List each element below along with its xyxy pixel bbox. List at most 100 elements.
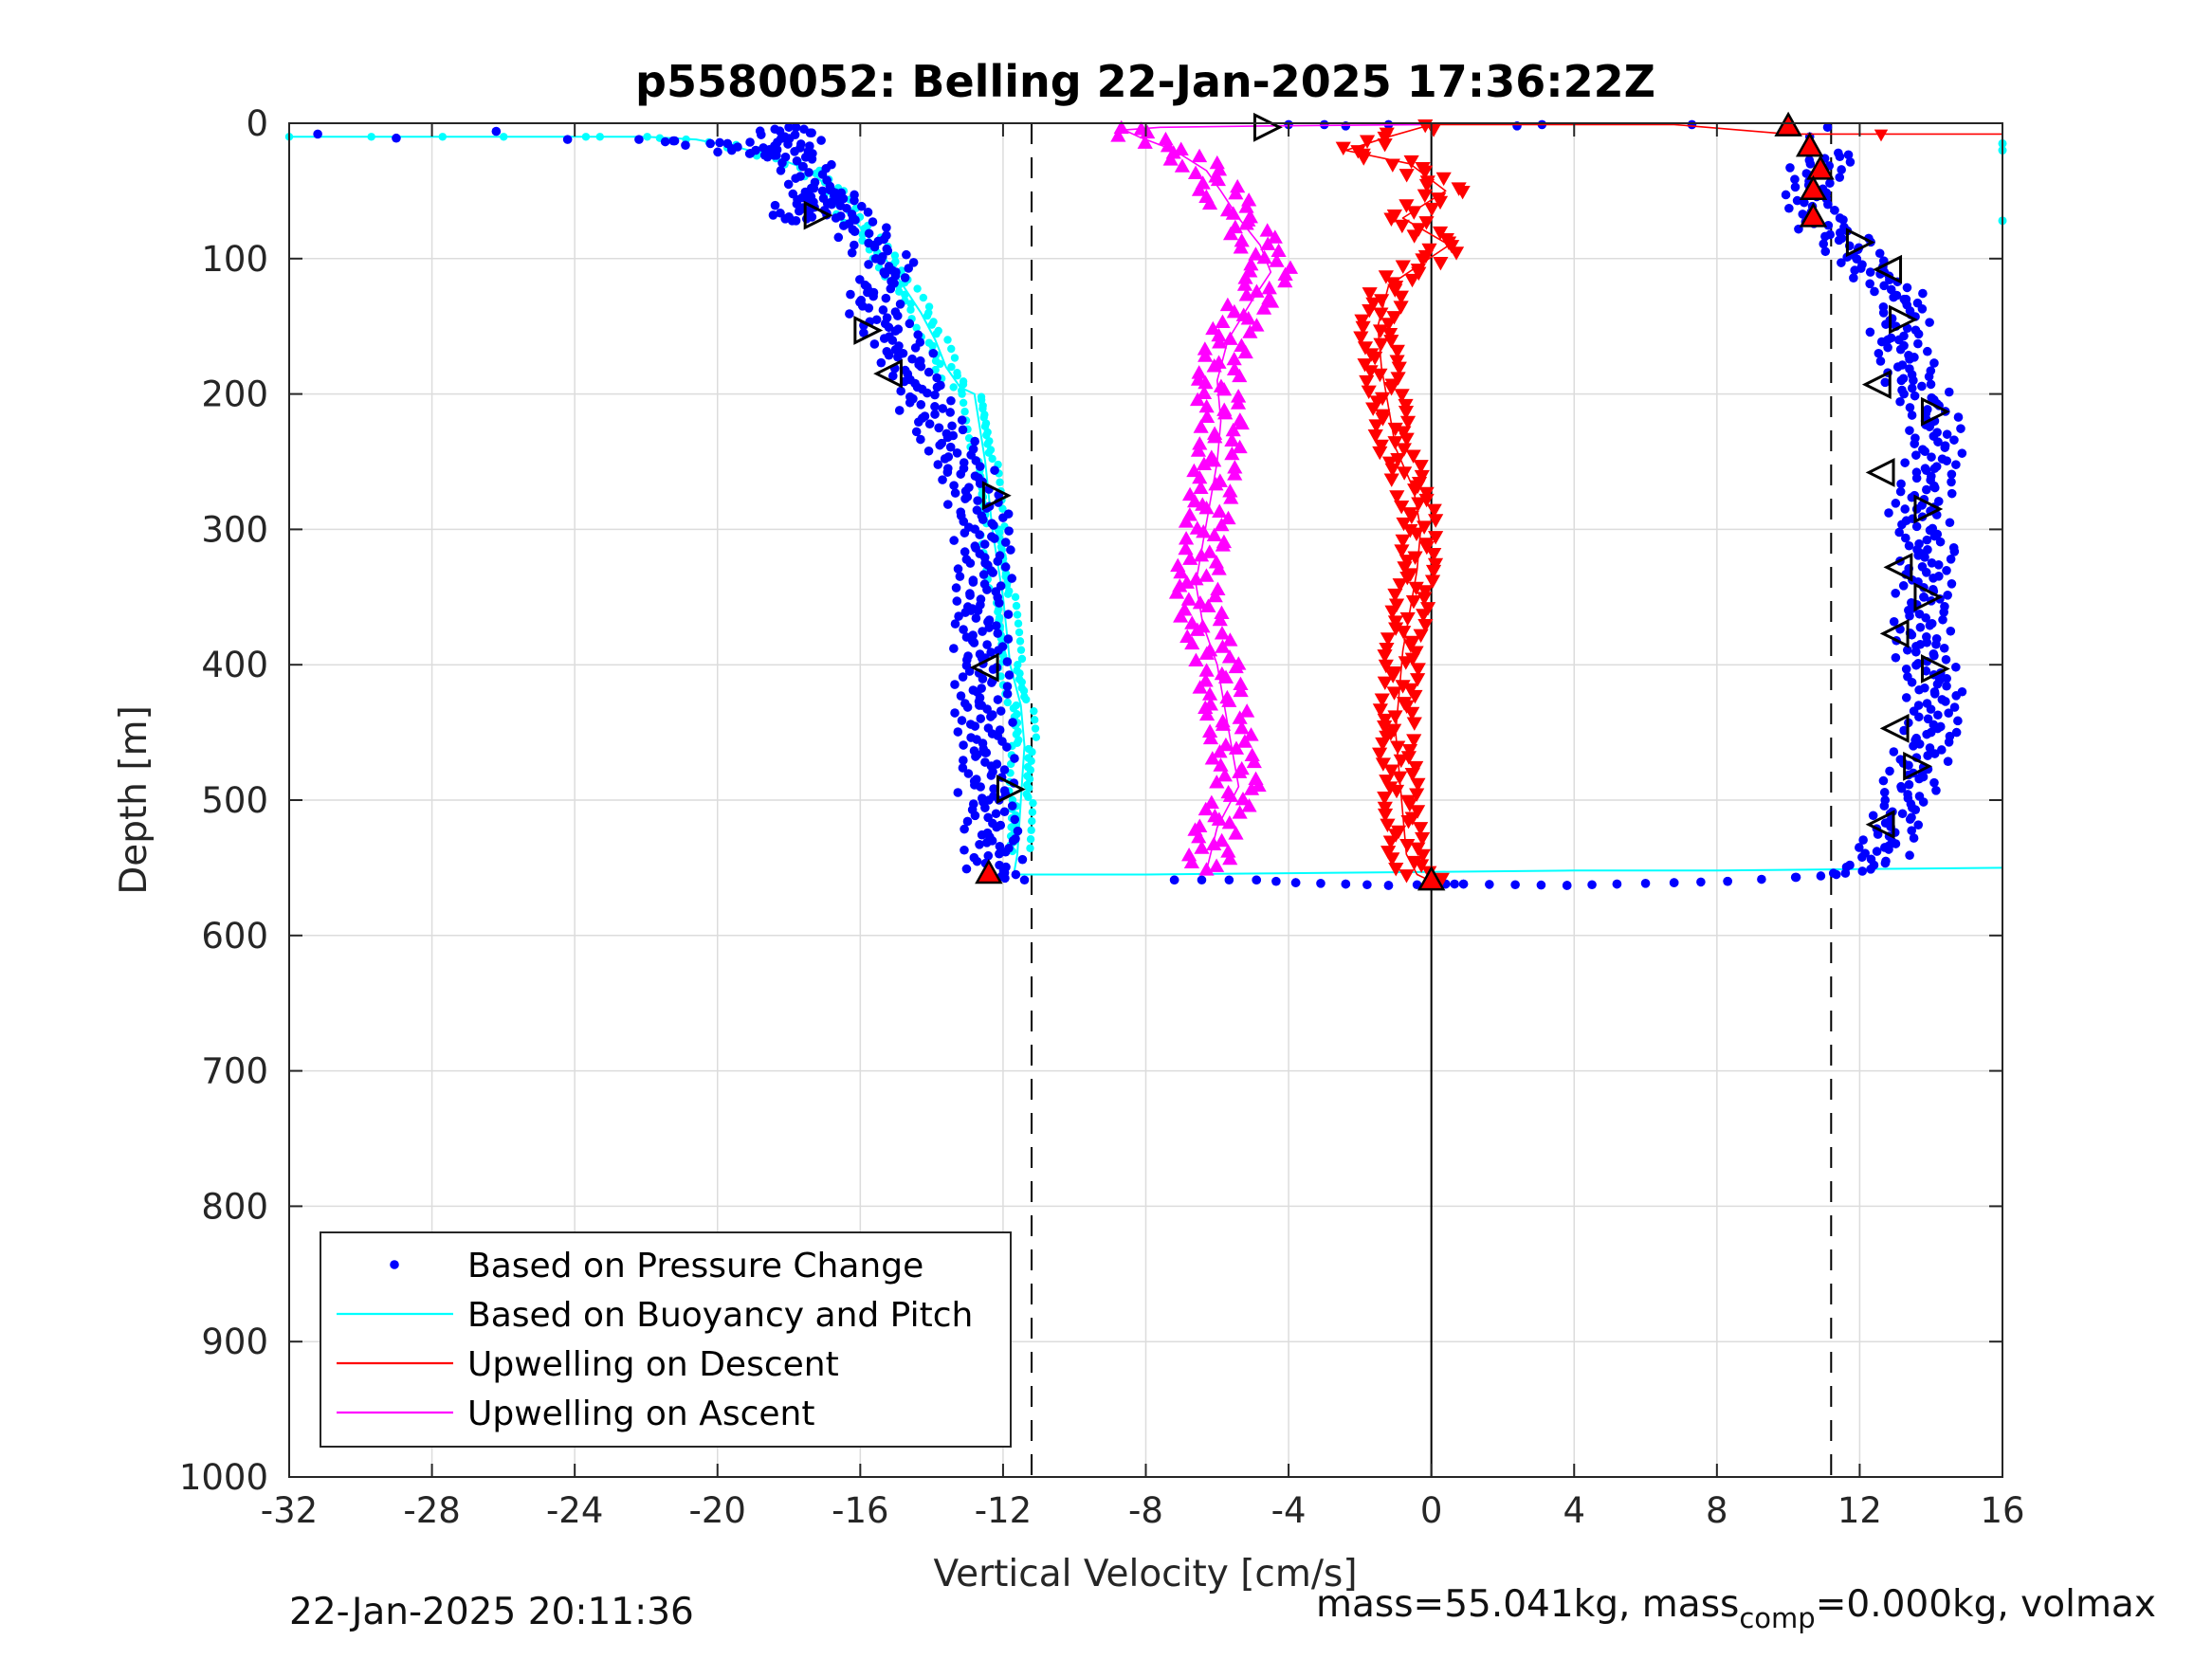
pressure-change-point xyxy=(1947,488,1957,499)
buoyancy-pitch-point xyxy=(947,362,956,372)
open-left-triangle-marker xyxy=(1865,810,1895,840)
upwelling-ascent-marker xyxy=(1193,419,1209,433)
upwelling-descent-marker xyxy=(1387,588,1403,603)
upwelling-descent-marker xyxy=(1393,290,1409,305)
upwelling-ascent-marker xyxy=(1220,510,1236,525)
upwelling-descent-marker xyxy=(1368,419,1384,433)
pressure-change-point xyxy=(1911,467,1922,478)
pressure-change-point xyxy=(1825,178,1835,189)
upwelling-descent-marker xyxy=(1335,141,1351,155)
pressure-change-point xyxy=(792,199,802,209)
upwelling-ascent-marker xyxy=(1242,209,1258,224)
pressure-change-point xyxy=(950,488,960,498)
pressure-change-point xyxy=(1948,542,1959,553)
pressure-change-point xyxy=(1933,560,1944,570)
open-right-triangle-marker xyxy=(1920,396,1950,427)
upwelling-descent-marker xyxy=(1359,374,1375,390)
pressure-change-point xyxy=(1819,239,1829,249)
pressure-change-point xyxy=(1898,581,1909,591)
buoyancy-pitch-point xyxy=(890,251,900,260)
pressure-change-point xyxy=(1224,875,1234,885)
pressure-change-point xyxy=(893,352,903,362)
upwelling-descent-marker xyxy=(1409,788,1425,802)
buoyancy-pitch-point xyxy=(1014,619,1023,628)
reference-lines xyxy=(1031,123,1833,1477)
upwelling-ascent-marker xyxy=(1227,460,1243,474)
upwelling-descent-marker xyxy=(1432,195,1449,210)
upwelling-ascent-marker xyxy=(1187,165,1204,179)
pressure-change-point xyxy=(976,600,985,610)
pressure-change-point xyxy=(850,195,859,206)
pressure-change-point xyxy=(914,417,923,427)
pressure-change-point xyxy=(942,467,953,477)
chart-title: p5580052: Belling 22-Jan-2025 17:36:22Z xyxy=(635,56,1655,107)
pressure-change-point xyxy=(951,583,961,592)
pressure-change-point xyxy=(791,173,800,183)
pressure-change-point xyxy=(777,157,787,168)
pressure-change-point xyxy=(1010,754,1019,763)
upwelling-descent-marker xyxy=(1375,757,1391,772)
footer-timestamp: 22-Jan-2025 20:11:36 xyxy=(289,1591,694,1633)
upwelling-ascent-marker xyxy=(1261,290,1277,305)
pressure-change-point xyxy=(1910,433,1920,443)
upwelling-descent-marker xyxy=(1383,764,1399,778)
pressure-change-point xyxy=(1896,479,1906,489)
upwelling-descent-marker xyxy=(1448,246,1465,261)
footer-mass-info: mass=55.041kg, masscomp=0.000kg, volmax xyxy=(1316,1583,2156,1634)
pressure-change-point xyxy=(1914,538,1924,549)
pressure-change-point xyxy=(1903,790,1912,799)
pressure-change-point xyxy=(1907,812,1916,823)
pressure-change-point xyxy=(846,289,855,300)
pressure-change-point xyxy=(905,319,915,329)
pressure-change-point xyxy=(1874,348,1884,358)
buoyancy-pitch-point xyxy=(367,133,375,141)
upwelling-descent-marker xyxy=(1408,527,1425,541)
pressure-change-point xyxy=(968,577,978,587)
pressure-change-point xyxy=(1816,871,1826,881)
pressure-change-point xyxy=(768,210,778,220)
y-tick-label: 1000 xyxy=(179,1457,268,1498)
pressure-change-point xyxy=(1003,610,1014,619)
marker-layer xyxy=(803,111,1950,891)
pressure-change-point xyxy=(1858,835,1868,845)
pressure-change-point xyxy=(978,674,988,684)
pressure-change-point xyxy=(1904,351,1913,360)
pressure-change-point xyxy=(999,765,1010,775)
pressure-change-point xyxy=(983,850,994,861)
pressure-change-point xyxy=(705,138,716,149)
buoyancy-pitch-point xyxy=(1013,611,1022,619)
pressure-change-point xyxy=(1790,182,1801,192)
open-right-triangle-marker xyxy=(1913,582,1944,612)
upwelling-descent-marker xyxy=(1372,703,1388,718)
pressure-change-point xyxy=(1903,671,1912,682)
pressure-change-point xyxy=(791,122,801,133)
pressure-change-point xyxy=(1943,757,1953,766)
buoyancy-pitch-point xyxy=(960,408,969,416)
upwelling-ascent-marker xyxy=(1207,426,1223,440)
pressure-change-point xyxy=(1895,486,1906,497)
pressure-change-point xyxy=(932,382,942,392)
pressure-change-point xyxy=(1911,733,1921,743)
grid xyxy=(288,122,2003,1478)
pressure-change-point xyxy=(986,647,996,657)
upwelling-ascent-marker xyxy=(1203,794,1219,809)
y-tick-label: 100 xyxy=(201,239,268,280)
upwelling-descent-marker xyxy=(1372,446,1388,461)
pressure-change-point xyxy=(933,460,943,469)
upwelling-ascent-marker xyxy=(1222,483,1238,498)
buoyancy-pitch-point xyxy=(1016,646,1026,654)
x-tick-label: 16 xyxy=(1980,1490,2024,1531)
upwelling-descent-marker xyxy=(1404,768,1420,782)
pressure-change-point xyxy=(816,136,826,145)
pressure-change-point xyxy=(807,155,817,164)
pressure-change-point xyxy=(1886,333,1896,343)
pressure-change-point xyxy=(1949,435,1959,445)
pressure-change-point xyxy=(1857,260,1867,269)
pressure-change-point xyxy=(1934,675,1945,685)
pressure-change-point xyxy=(1884,508,1893,518)
pressure-change-point xyxy=(783,179,794,190)
upwelling-descent-marker xyxy=(1361,385,1377,400)
upwelling-ascent-marker xyxy=(1209,775,1225,789)
pressure-change-point xyxy=(1696,877,1706,887)
pressure-change-point xyxy=(845,309,854,319)
